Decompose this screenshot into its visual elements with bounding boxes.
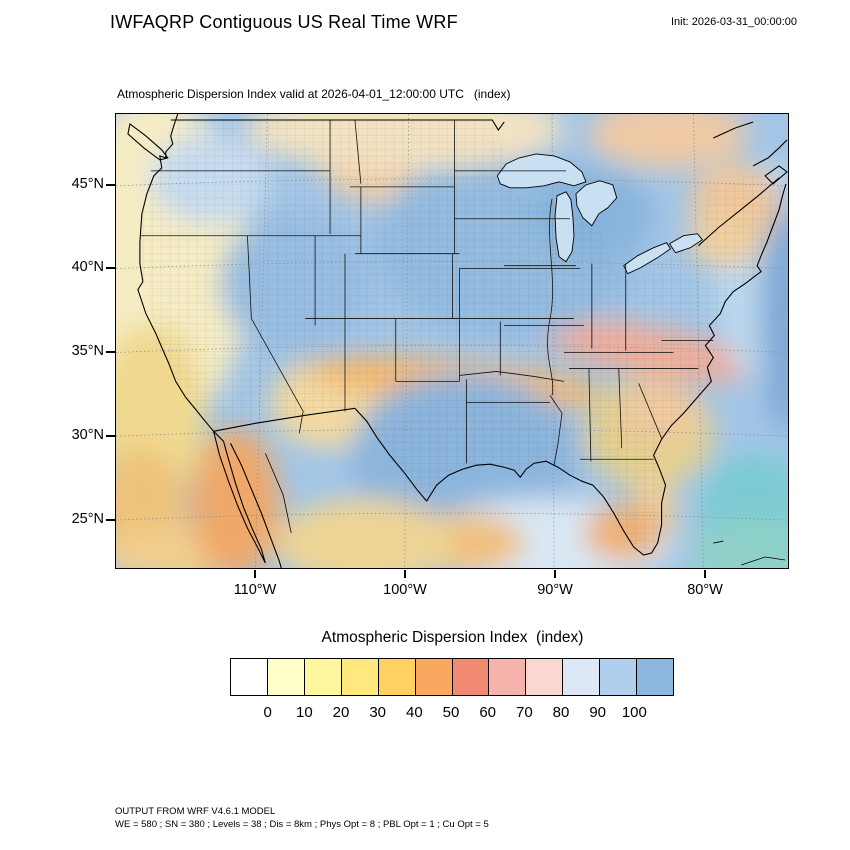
plot-title: IWFAQRP Contiguous US Real Time WRF: [110, 12, 458, 32]
lat-axis-label: 30°N: [71, 427, 104, 443]
lon-axis-tick: [404, 570, 406, 578]
colorbar-cell: [266, 659, 304, 695]
great-lakes: [496, 153, 704, 275]
lat-axis-tick: [106, 184, 115, 186]
colorbar-title: Atmospheric Dispersion Index (index): [321, 629, 584, 646]
lon-axis-label: 100°W: [383, 582, 427, 598]
colorbar-tick-label: 80: [552, 704, 570, 721]
lon-axis-label: 90°W: [537, 582, 573, 598]
colorbar-cell: [451, 659, 489, 695]
colorbar-tick-label: 50: [442, 704, 460, 721]
init-timestamp: Init: 2026-03-31_00:00:00: [671, 16, 797, 28]
colorbar-cell: [599, 659, 637, 695]
lon-axis-label: 80°W: [687, 582, 723, 598]
lat-axis-label: 25°N: [71, 511, 104, 527]
colorbar-cell: [562, 659, 600, 695]
map-subtitle: Atmospheric Dispersion Index valid at 20…: [117, 87, 511, 101]
lon-axis-label: 110°W: [233, 582, 277, 598]
colorbar-cells: [230, 658, 674, 696]
colorbar-cell: [488, 659, 526, 695]
map-panel: [115, 113, 789, 569]
lat-axis-label: 40°N: [71, 259, 104, 275]
footer-model-line: OUTPUT FROM WRF V4.6.1 MODEL: [115, 806, 276, 817]
colorbar-tick-label: 40: [406, 704, 423, 721]
colorbar-cell: [636, 659, 674, 695]
coastlines: [127, 114, 788, 568]
footer: OUTPUT FROM WRF V4.6.1 MODEL WE = 580 ; …: [115, 806, 489, 831]
lat-axis-tick: [106, 267, 115, 269]
lon-axis-tick: [704, 570, 706, 578]
lat-axis-label: 45°N: [71, 176, 104, 192]
colorbar-cell: [377, 659, 415, 695]
colorbar-cell: [303, 659, 341, 695]
colorbar-cell: [414, 659, 452, 695]
colorbar-tick-label: 100: [621, 704, 647, 721]
us-dispersion-map: [116, 114, 788, 568]
colorbar-tick-label: 10: [295, 704, 313, 721]
lat-axis-label: 35°N: [71, 343, 104, 359]
lat-axis-tick: [106, 351, 115, 353]
colorbar-tick-label: 30: [369, 704, 387, 721]
lon-axis-tick: [554, 570, 556, 578]
colorbar-tick-label: 60: [479, 704, 497, 721]
colorbar-tick-label: 20: [332, 704, 350, 721]
colorbar-cell: [340, 659, 378, 695]
colorbar-tick-label: 70: [516, 704, 533, 721]
colorbar-tick-label: 0: [263, 704, 272, 721]
colorbar-tick-label: 90: [589, 704, 607, 721]
colorbar-cell: [525, 659, 563, 695]
lat-axis-tick: [106, 435, 115, 437]
state-borders: [140, 119, 714, 466]
lat-axis-tick: [106, 519, 115, 521]
colorbar-cell: [231, 659, 267, 695]
lon-axis-tick: [254, 570, 256, 578]
footer-config-line: WE = 580 ; SN = 380 ; Levels = 38 ; Dis …: [115, 818, 489, 830]
